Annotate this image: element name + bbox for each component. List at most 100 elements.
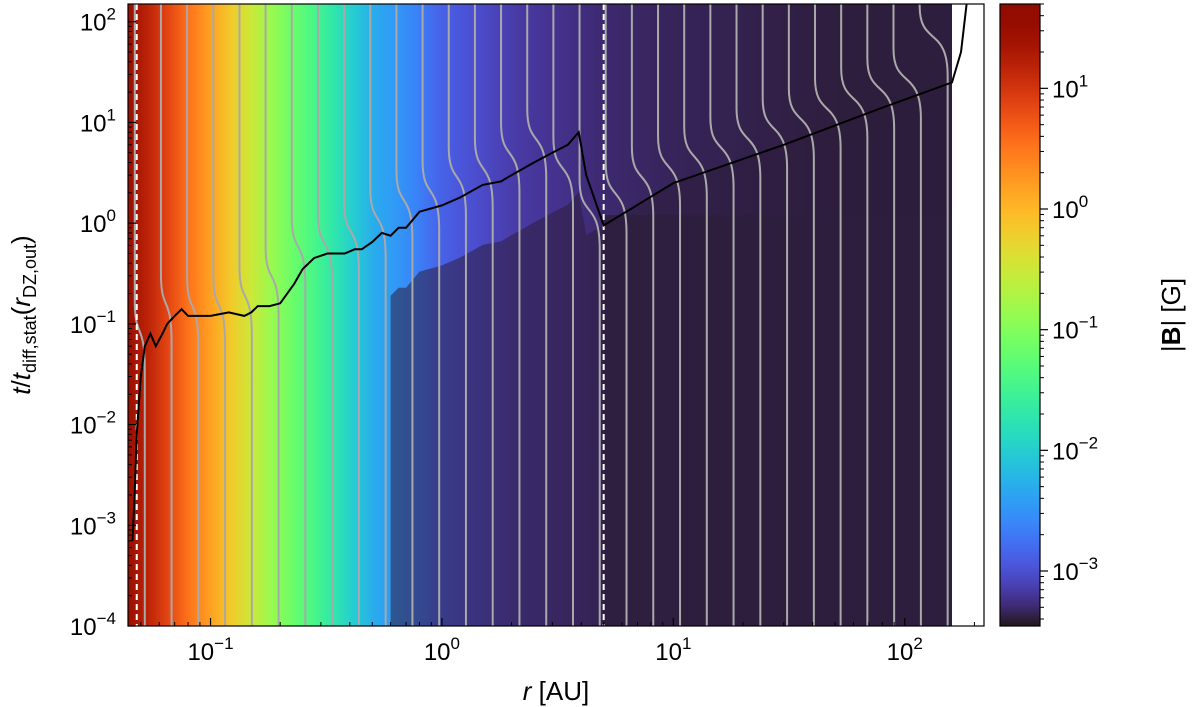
- x-tick-label-exponent: 1: [682, 634, 691, 653]
- colorbar-tick-label: 10−2: [1052, 433, 1098, 465]
- field-line-contour: [186, 4, 200, 626]
- field-line-contour: [316, 4, 334, 626]
- y-tick-label-base: 10: [70, 413, 97, 440]
- field-line-contour: [264, 4, 280, 626]
- colorbar-tick-label-exponent: 0: [1079, 192, 1088, 211]
- plot-frame: [127, 3, 985, 627]
- y-tick-label-exponent: −1: [97, 307, 116, 326]
- x-tick-label: 102: [887, 634, 923, 666]
- field-line-contour: [787, 4, 815, 626]
- y-tick-label-exponent: −2: [97, 408, 116, 427]
- field-line-contour: [630, 4, 655, 626]
- field-line-contour: [866, 4, 896, 626]
- colorbar-tick-label-exponent: −3: [1079, 554, 1098, 573]
- x-tick-label: 101: [655, 634, 691, 666]
- y-axis-label: t/tdiff,stat(rDZ,out): [6, 235, 40, 394]
- field-line-contour: [735, 4, 762, 626]
- field-line-contour: [814, 4, 842, 626]
- y-tick-label: 102: [80, 5, 116, 37]
- field-line-contour: [421, 4, 441, 626]
- colorbar-tick-label-base: 10: [1052, 438, 1079, 465]
- colorbar-tick-label: 10−3: [1052, 554, 1098, 586]
- y-label-t: t: [6, 386, 36, 395]
- x-tick-label-base: 10: [655, 639, 682, 666]
- y-tick-label: 10−2: [70, 408, 116, 440]
- y-tick-label-base: 10: [70, 614, 97, 641]
- field-line-contour: [395, 4, 414, 626]
- y-label-t2: t: [6, 371, 36, 380]
- x-tick-label-base: 10: [887, 639, 914, 666]
- colorbar-label-bar1: |: [1156, 345, 1186, 352]
- x-axis-label-unit: [AU]: [531, 676, 589, 706]
- x-axis: 10−1 100 101 102: [140, 618, 975, 666]
- y-tick-label-exponent: 1: [107, 105, 116, 124]
- x-tick-label-exponent: −1: [214, 634, 233, 653]
- y-label-paren-close: ): [6, 235, 36, 244]
- y-tick-label-exponent: 2: [107, 5, 116, 24]
- outer-disk-region: [603, 215, 952, 626]
- field-line-contour: [709, 4, 735, 626]
- y-label-paren-open: (: [6, 306, 36, 315]
- field-line-contour: [290, 4, 307, 626]
- field-line-contour: [683, 4, 708, 626]
- colorbar-tick-label-exponent: 1: [1079, 71, 1088, 90]
- field-line-contour: [343, 4, 360, 626]
- colorbar-tick-label-exponent: −2: [1079, 433, 1098, 452]
- field-line-contour: [892, 4, 922, 626]
- y-label-sub-dz: DZ,out: [20, 244, 40, 298]
- y-tick-label-exponent: −3: [97, 508, 116, 527]
- field-line-contour: [552, 4, 574, 626]
- x-tick-label-base: 10: [424, 639, 451, 666]
- field-line-contour: [133, 4, 146, 626]
- colorbar-tick-label-exponent: −1: [1079, 313, 1098, 332]
- field-line-contour: [840, 4, 869, 626]
- field-line-contour: [473, 4, 494, 626]
- y-tick-label: 10−3: [70, 508, 116, 540]
- y-tick-label-exponent: 0: [107, 206, 116, 225]
- y-tick-label: 10−1: [70, 307, 116, 339]
- colorbar-label: |B| [G]: [1156, 278, 1186, 352]
- colorbar-label-B: B: [1156, 327, 1186, 346]
- x-tick-label-exponent: 0: [451, 634, 460, 653]
- y-tick-label-exponent: −4: [97, 609, 116, 628]
- field-line-contour: [238, 4, 253, 626]
- colorbar-label-bar2: | [G]: [1156, 278, 1186, 327]
- colorbar-tick-label-base: 10: [1052, 197, 1079, 224]
- colorbar-scale: [1000, 4, 1040, 626]
- field-line-contour: [212, 4, 227, 626]
- colorbar-frame: [999, 3, 1041, 627]
- field-line-contour: [604, 4, 628, 626]
- colorbar-tick-label-base: 10: [1052, 76, 1079, 103]
- colorbar-tick-label: 10−1: [1052, 313, 1098, 345]
- field-line-contour: [159, 4, 173, 626]
- x-tick-label: 10−1: [187, 634, 233, 666]
- field-line-contour: [918, 4, 949, 626]
- y-label-slash: /: [6, 379, 36, 387]
- plot-area: [127, 3, 985, 627]
- y-tick-label: 101: [80, 105, 116, 137]
- colorbar-tick-label: 100: [1052, 192, 1088, 224]
- dead-zone-boundary-lines: [135, 4, 605, 626]
- field-line-contour: [369, 4, 387, 626]
- field-line-contour: [657, 4, 682, 626]
- colorbar-tick-label-base: 10: [1052, 559, 1079, 586]
- field-line-contour: [761, 4, 789, 626]
- x-tick-label-base: 10: [187, 639, 214, 666]
- colorbar-tick-label-base: 10: [1052, 318, 1079, 345]
- x-axis-label: r [AU]: [523, 676, 589, 706]
- y-tick-label-base: 10: [80, 10, 107, 37]
- field-line-contour: [500, 4, 521, 626]
- y-tick-label-base: 10: [70, 312, 97, 339]
- field-line-contours: [133, 4, 949, 626]
- field-line-contour: [578, 4, 601, 626]
- y-label-r: r: [6, 297, 36, 307]
- y-tick-label: 10−4: [70, 609, 116, 641]
- x-tick-label-exponent: 2: [913, 634, 922, 653]
- field-line-contour: [526, 4, 548, 626]
- y-tick-label-base: 10: [70, 513, 97, 540]
- y-label-sub-diff: diff,stat: [20, 315, 40, 373]
